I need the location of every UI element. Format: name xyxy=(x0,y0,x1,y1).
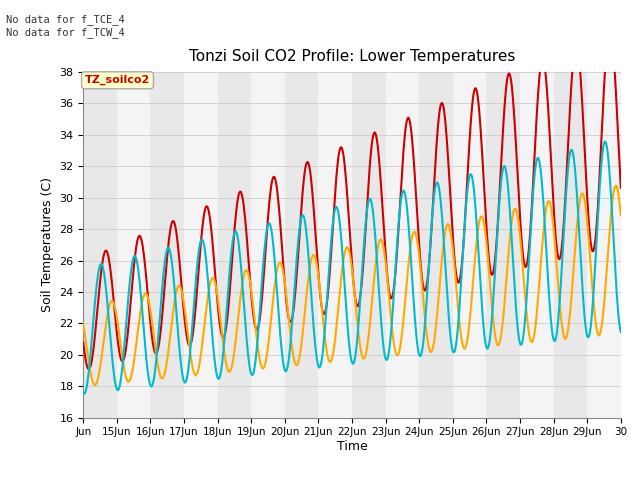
Bar xyxy=(285,72,319,418)
Bar xyxy=(116,72,150,418)
Bar xyxy=(554,72,588,418)
Bar xyxy=(184,72,218,418)
Y-axis label: Soil Temperatures (C): Soil Temperatures (C) xyxy=(41,177,54,312)
X-axis label: Time: Time xyxy=(337,440,367,453)
Bar xyxy=(83,72,116,418)
Bar xyxy=(385,72,419,418)
Bar xyxy=(588,72,621,418)
Bar xyxy=(352,72,385,418)
Bar xyxy=(419,72,453,418)
Bar xyxy=(520,72,554,418)
Bar xyxy=(486,72,520,418)
Text: TZ_soilco2: TZ_soilco2 xyxy=(85,75,150,85)
Text: No data for f_TCE_4
No data for f_TCW_4: No data for f_TCE_4 No data for f_TCW_4 xyxy=(6,14,125,38)
Bar xyxy=(150,72,184,418)
Title: Tonzi Soil CO2 Profile: Lower Temperatures: Tonzi Soil CO2 Profile: Lower Temperatur… xyxy=(189,49,515,64)
Bar xyxy=(453,72,486,418)
Bar xyxy=(319,72,352,418)
Bar xyxy=(251,72,285,418)
Bar xyxy=(218,72,252,418)
